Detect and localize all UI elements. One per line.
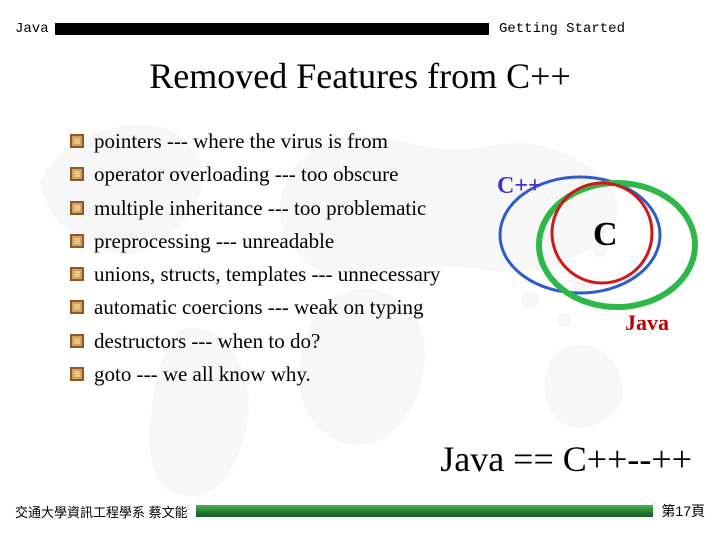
- footer-right: 第17頁: [661, 501, 705, 521]
- venn-diagram: C++ C Java: [495, 155, 695, 345]
- bullet-icon: [70, 334, 84, 348]
- bullet-icon: [70, 367, 84, 381]
- venn-label-cpp: C++: [497, 173, 542, 199]
- slide-title: Removed Features from C++: [0, 55, 720, 97]
- bullet-list: pointers --- where the virus is from ope…: [70, 128, 490, 394]
- bullet-icon: [70, 267, 84, 281]
- footer-left: 交通大學資訊工程學系 蔡文能: [15, 502, 188, 521]
- header-right: Getting Started: [499, 21, 705, 37]
- bullet-text: unions, structs, templates --- unnecessa…: [94, 261, 440, 288]
- venn-label-c: C: [593, 216, 618, 253]
- bullet-text: preprocessing --- unreadable: [94, 228, 334, 255]
- header-left: Java: [15, 21, 49, 37]
- list-item: goto --- we all know why.: [70, 361, 490, 388]
- footer-bar: 交通大學資訊工程學系 蔡文能 第17頁: [15, 500, 705, 522]
- bullet-icon: [70, 201, 84, 215]
- header-bar: Java Getting Started: [15, 18, 705, 40]
- bullet-icon: [70, 167, 84, 181]
- list-item: multiple inheritance --- too problematic: [70, 195, 490, 222]
- list-item: pointers --- where the virus is from: [70, 128, 490, 155]
- bullet-text: goto --- we all know why.: [94, 361, 311, 388]
- bullet-icon: [70, 300, 84, 314]
- list-item: operator overloading --- too obscure: [70, 161, 490, 188]
- venn-label-java: Java: [625, 310, 669, 335]
- footer-rule: [196, 505, 654, 517]
- list-item: preprocessing --- unreadable: [70, 228, 490, 255]
- header-rule: [55, 23, 489, 35]
- bullet-text: automatic coercions --- weak on typing: [94, 294, 423, 321]
- bullet-text: multiple inheritance --- too problematic: [94, 195, 426, 222]
- bullet-icon: [70, 234, 84, 248]
- list-item: unions, structs, templates --- unnecessa…: [70, 261, 490, 288]
- bullet-icon: [70, 134, 84, 148]
- list-item: automatic coercions --- weak on typing: [70, 294, 490, 321]
- list-item: destructors --- when to do?: [70, 328, 490, 355]
- bullet-text: pointers --- where the virus is from: [94, 128, 388, 155]
- bullet-text: destructors --- when to do?: [94, 328, 320, 355]
- equation-text: Java == C++--++: [440, 438, 692, 480]
- bullet-text: operator overloading --- too obscure: [94, 161, 398, 188]
